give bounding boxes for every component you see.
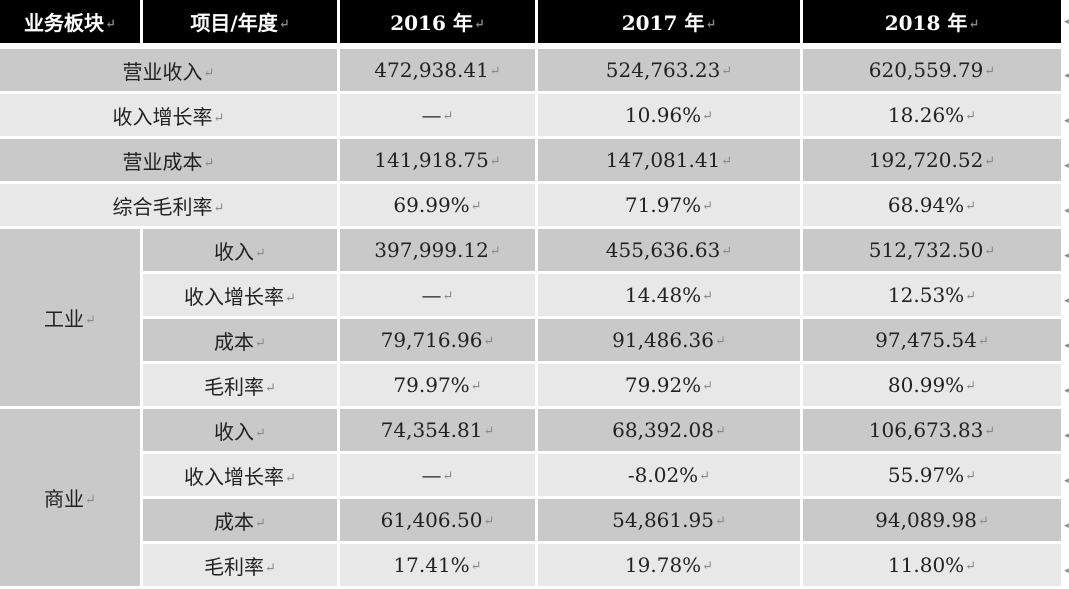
value-2018: 68.94%↵	[803, 184, 1064, 229]
value-2018: 97,475.54↵	[803, 319, 1064, 364]
value-2017: 68,392.08↵	[538, 409, 803, 454]
row-end-mark: ◂	[1064, 476, 1069, 486]
row-end-mark: ◂	[1064, 521, 1069, 531]
value-2016: —↵	[340, 454, 538, 499]
row-label: 毛利率↵	[143, 364, 340, 409]
row-label: 成本↵	[143, 499, 340, 544]
value-2018: 106,673.83↵	[803, 409, 1064, 454]
summary-row: 营业收入↵ 472,938.41↵ 524,763.23↵ 620,559.79…	[0, 46, 1064, 94]
segment-row: 成本↵ 61,406.50↵ 54,861.95↵ 94,089.98↵	[0, 499, 1064, 544]
value-2016: —↵	[340, 94, 538, 139]
summary-row: 综合毛利率↵ 69.99%↵ 71.97%↵ 68.94%↵	[0, 184, 1064, 229]
value-2017: 147,081.41↵	[538, 139, 803, 184]
value-2017: -8.02%↵	[538, 454, 803, 499]
value-2017: 14.48%↵	[538, 274, 803, 319]
value-2017: 10.96%↵	[538, 94, 803, 139]
row-end-mark: ◂	[1064, 161, 1069, 171]
row-label: 收入增长率↵	[143, 274, 340, 319]
header-2018: 2018 年↵	[803, 0, 1064, 46]
row-end-mark: ◂	[1064, 296, 1069, 306]
segment-label-industry: 工业↵	[0, 229, 143, 409]
value-2016: 74,354.81↵	[340, 409, 538, 454]
segment-label-commerce: 商业↵	[0, 409, 143, 589]
value-2018: 512,732.50↵	[803, 229, 1064, 274]
summary-row: 营业成本↵ 141,918.75↵ 147,081.41↵ 192,720.52…	[0, 139, 1064, 184]
row-end-mark: ◂	[1064, 566, 1069, 576]
value-2017: 79.92%↵	[538, 364, 803, 409]
row-label: 收入增长率↵	[0, 94, 340, 139]
row-label: 综合毛利率↵	[0, 184, 340, 229]
header-2017: 2017 年↵	[538, 0, 803, 46]
value-2017: 455,636.63↵	[538, 229, 803, 274]
row-end-mark: ◂	[1064, 341, 1069, 351]
segment-row: 毛利率↵ 79.97%↵ 79.92%↵ 80.99%↵	[0, 364, 1064, 409]
row-end-mark: ◂	[1064, 116, 1069, 126]
segment-row: 商业↵ 收入↵ 74,354.81↵ 68,392.08↵ 106,673.83…	[0, 409, 1064, 589]
value-2016: 69.99%↵	[340, 184, 538, 229]
value-2016: 17.41%↵	[340, 544, 538, 589]
value-2016: 472,938.41↵	[340, 46, 538, 94]
segment-row: 收入增长率↵ —↵ -8.02%↵ 55.97%↵	[0, 454, 1064, 499]
row-end-mark: ◂	[1064, 71, 1069, 81]
value-2017: 71.97%↵	[538, 184, 803, 229]
summary-row: 收入增长率↵ —↵ 10.96%↵ 18.26%↵	[0, 94, 1064, 139]
row-end-mark: ◂	[1064, 251, 1069, 261]
value-2016: 61,406.50↵	[340, 499, 538, 544]
header-2016: 2016 年↵	[340, 0, 538, 46]
row-end-mark: ◂	[1064, 431, 1069, 441]
value-2018: 620,559.79↵	[803, 46, 1064, 94]
value-2018: 12.53%↵	[803, 274, 1064, 319]
value-2018: 192,720.52↵	[803, 139, 1064, 184]
segment-row: 成本↵ 79,716.96↵ 91,486.36↵ 97,475.54↵	[0, 319, 1064, 364]
header-row: 业务板块↵ 项目/年度↵ 2016 年↵ 2017 年↵ 2018 年↵	[0, 0, 1064, 46]
row-label: 营业成本↵	[0, 139, 340, 184]
value-2016: —↵	[340, 274, 538, 319]
value-2016: 397,999.12↵	[340, 229, 538, 274]
value-2017: 524,763.23↵	[538, 46, 803, 94]
header-item: 项目/年度↵	[143, 0, 340, 46]
row-label: 毛利率↵	[143, 544, 340, 589]
value-2017: 19.78%↵	[538, 544, 803, 589]
value-2017: 91,486.36↵	[538, 319, 803, 364]
row-label: 收入↵	[143, 409, 340, 454]
segment-row: 收入增长率↵ —↵ 14.48%↵ 12.53%↵	[0, 274, 1064, 319]
segment-row: 工业↵ 收入↵ 397,999.12↵ 455,636.63↵ 512,732.…	[0, 229, 1064, 409]
header-segment: 业务板块↵	[0, 0, 143, 46]
row-label: 成本↵	[143, 319, 340, 364]
row-end-mark: ◂	[1064, 17, 1069, 27]
row-label: 收入增长率↵	[143, 454, 340, 499]
row-label: 营业收入↵	[0, 46, 340, 94]
row-label: 收入↵	[143, 229, 340, 274]
value-2016: 79.97%↵	[340, 364, 538, 409]
segment-row: 毛利率↵ 17.41%↵ 19.78%↵ 11.80%↵	[0, 544, 1064, 589]
value-2018: 18.26%↵	[803, 94, 1064, 139]
value-2018: 55.97%↵	[803, 454, 1064, 499]
value-2018: 94,089.98↵	[803, 499, 1064, 544]
row-end-mark: ◂	[1064, 206, 1069, 216]
row-end-mark: ◂	[1064, 386, 1069, 396]
value-2016: 141,918.75↵	[340, 139, 538, 184]
value-2018: 11.80%↵	[803, 544, 1064, 589]
value-2017: 54,861.95↵	[538, 499, 803, 544]
value-2018: 80.99%↵	[803, 364, 1064, 409]
value-2016: 79,716.96↵	[340, 319, 538, 364]
